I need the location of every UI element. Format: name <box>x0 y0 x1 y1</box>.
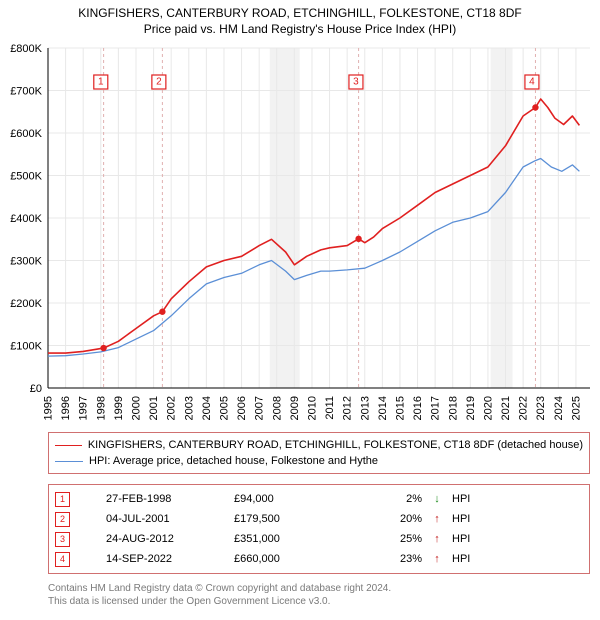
svg-text:2004: 2004 <box>201 396 213 420</box>
svg-text:2003: 2003 <box>183 396 195 420</box>
svg-text:2016: 2016 <box>412 396 424 420</box>
sales-price: £351,000 <box>234 533 344 545</box>
sales-row: 2 04-JUL-2001 £179,500 20% ↑ HPI <box>55 509 583 529</box>
sales-hpi-label: HPI <box>452 493 482 505</box>
svg-text:2025: 2025 <box>570 396 582 420</box>
svg-text:£800K: £800K <box>10 43 42 55</box>
sales-hpi-label: HPI <box>452 513 482 525</box>
legend-label: KINGFISHERS, CANTERBURY ROAD, ETCHINGHIL… <box>88 439 583 451</box>
sales-marker: 1 <box>55 492 70 507</box>
sales-pct: 2% <box>352 493 422 505</box>
sales-table: 1 27-FEB-1998 £94,000 2% ↓ HPI 2 04-JUL-2001 £17… <box>48 484 590 574</box>
svg-text:2001: 2001 <box>148 396 160 420</box>
svg-text:£400K: £400K <box>10 213 42 225</box>
svg-text:2008: 2008 <box>271 396 283 420</box>
sales-date: 27-FEB-1998 <box>106 493 226 505</box>
svg-text:2000: 2000 <box>131 396 143 420</box>
sales-pct: 25% <box>352 533 422 545</box>
svg-text:1997: 1997 <box>78 396 90 420</box>
legend-line-swatch <box>55 445 82 446</box>
sales-pct: 23% <box>352 553 422 565</box>
svg-text:2010: 2010 <box>306 396 318 420</box>
svg-text:2006: 2006 <box>236 396 248 420</box>
legend-row: KINGFISHERS, CANTERBURY ROAD, ETCHINGHIL… <box>55 437 583 453</box>
arrow-icon: ↑ <box>430 533 444 545</box>
svg-text:1996: 1996 <box>60 396 72 420</box>
sales-row: 4 14-SEP-2022 £660,000 23% ↑ HPI <box>55 549 583 569</box>
svg-text:2014: 2014 <box>377 396 389 420</box>
svg-text:£100K: £100K <box>10 341 42 353</box>
sales-price: £94,000 <box>234 493 344 505</box>
svg-text:1995: 1995 <box>43 396 55 420</box>
title-main: KINGFISHERS, CANTERBURY ROAD, ETCHINGHIL… <box>0 6 600 20</box>
chart-container: KINGFISHERS, CANTERBURY ROAD, ETCHINGHIL… <box>0 0 600 608</box>
sales-marker: 4 <box>55 552 70 567</box>
svg-text:2: 2 <box>156 77 162 88</box>
svg-text:2002: 2002 <box>166 396 178 420</box>
footnote-line2: This data is licensed under the Open Gov… <box>48 595 590 608</box>
svg-text:2007: 2007 <box>254 396 266 420</box>
svg-text:£600K: £600K <box>10 128 42 140</box>
sales-price: £660,000 <box>234 553 344 565</box>
legend: KINGFISHERS, CANTERBURY ROAD, ETCHINGHIL… <box>48 432 590 474</box>
svg-text:2011: 2011 <box>324 396 336 420</box>
svg-text:1998: 1998 <box>95 396 107 420</box>
svg-text:2012: 2012 <box>342 396 354 420</box>
svg-text:2023: 2023 <box>535 396 547 420</box>
footnote-line1: Contains HM Land Registry data © Crown c… <box>48 582 590 595</box>
sales-marker: 2 <box>55 512 70 527</box>
svg-text:£200K: £200K <box>10 298 42 310</box>
arrow-icon: ↓ <box>430 493 444 505</box>
svg-text:£700K: £700K <box>10 86 42 98</box>
svg-text:2009: 2009 <box>289 396 301 420</box>
sales-price: £179,500 <box>234 513 344 525</box>
svg-text:£500K: £500K <box>10 171 42 183</box>
svg-text:2015: 2015 <box>394 396 406 420</box>
sales-row: 3 24-AUG-2012 £351,000 25% ↑ HPI <box>55 529 583 549</box>
title-sub: Price paid vs. HM Land Registry's House … <box>0 22 600 36</box>
svg-text:1: 1 <box>98 77 104 88</box>
svg-text:2020: 2020 <box>482 396 494 420</box>
svg-text:2022: 2022 <box>518 396 530 420</box>
arrow-icon: ↑ <box>430 553 444 565</box>
sales-hpi-label: HPI <box>452 533 482 545</box>
arrow-icon: ↑ <box>430 513 444 525</box>
sales-pct: 20% <box>352 513 422 525</box>
svg-text:2018: 2018 <box>447 396 459 420</box>
legend-row: HPI: Average price, detached house, Folk… <box>55 453 583 469</box>
plot-svg: £0£100K£200K£300K£400K£500K£600K£700K£80… <box>48 42 590 422</box>
sales-date: 24-AUG-2012 <box>106 533 226 545</box>
sales-date: 04-JUL-2001 <box>106 513 226 525</box>
svg-text:2021: 2021 <box>500 396 512 420</box>
sales-row: 1 27-FEB-1998 £94,000 2% ↓ HPI <box>55 489 583 509</box>
svg-text:1999: 1999 <box>113 396 125 420</box>
legend-label: HPI: Average price, detached house, Folk… <box>89 455 378 467</box>
chart-titles: KINGFISHERS, CANTERBURY ROAD, ETCHINGHIL… <box>0 0 600 36</box>
legend-line-swatch <box>55 461 83 462</box>
sales-marker: 3 <box>55 532 70 547</box>
svg-text:2019: 2019 <box>465 396 477 420</box>
svg-text:£0: £0 <box>30 383 42 395</box>
svg-text:£300K: £300K <box>10 256 42 268</box>
sales-date: 14-SEP-2022 <box>106 553 226 565</box>
sales-hpi-label: HPI <box>452 553 482 565</box>
svg-text:2005: 2005 <box>218 396 230 420</box>
footnote: Contains HM Land Registry data © Crown c… <box>48 582 590 608</box>
svg-text:4: 4 <box>529 77 535 88</box>
svg-text:2017: 2017 <box>430 396 442 420</box>
svg-text:2013: 2013 <box>359 396 371 420</box>
svg-text:3: 3 <box>353 77 359 88</box>
plot-area: £0£100K£200K£300K£400K£500K£600K£700K£80… <box>48 42 590 422</box>
svg-text:2024: 2024 <box>553 396 565 420</box>
